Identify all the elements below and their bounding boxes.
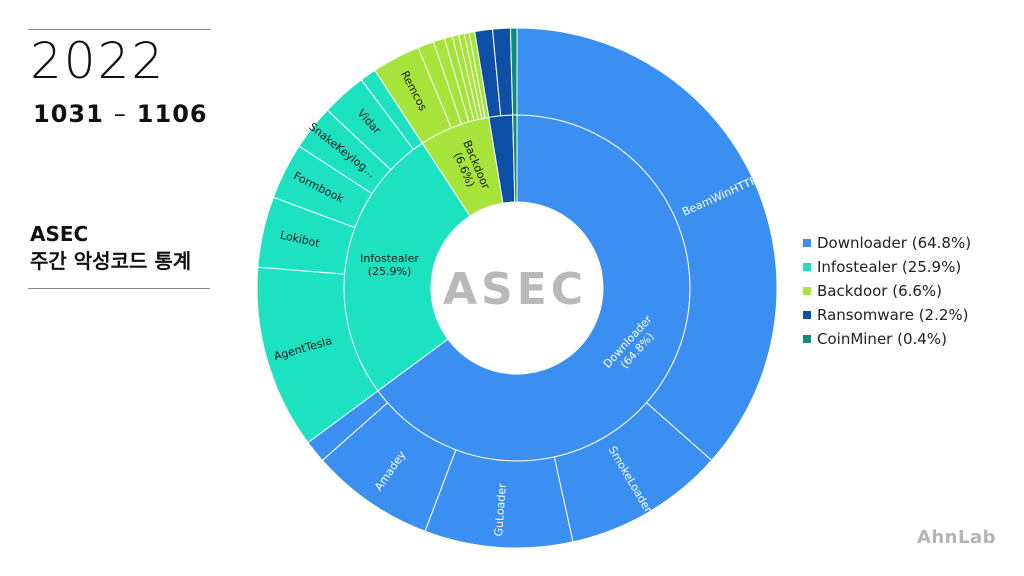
year-heading: 2022 bbox=[30, 32, 166, 90]
legend-label: Backdoor (6.6%) bbox=[817, 282, 943, 300]
inner-label-percent: (25.9%) bbox=[368, 265, 412, 278]
chart-center bbox=[432, 203, 602, 373]
legend-swatch bbox=[803, 335, 811, 343]
legend-swatch bbox=[803, 287, 811, 295]
legend-item-backdoor: Backdoor (6.6%) bbox=[803, 279, 971, 303]
asec-center-logo: ASEC bbox=[443, 264, 587, 315]
bottom-rule bbox=[28, 288, 210, 289]
inner-label-infostealer: Infostealer (25.9%) bbox=[360, 252, 419, 278]
chart-legend: Downloader (64.8%) Infostealer (25.9%) Bac… bbox=[803, 231, 971, 351]
legend-item-downloader: Downloader (64.8%) bbox=[803, 231, 971, 255]
legend-label: Downloader (64.8%) bbox=[817, 234, 972, 252]
outer-label-guloader: GuLoader bbox=[492, 482, 509, 536]
range-start: 1031 bbox=[33, 100, 104, 128]
legend-swatch bbox=[803, 311, 811, 319]
legend-item-coinminer: CoinMiner (0.4%) bbox=[803, 327, 971, 351]
inner-label-name: Infostealer bbox=[360, 252, 419, 265]
ahnlab-logo: AhnLab bbox=[916, 527, 996, 548]
top-rule bbox=[28, 29, 210, 30]
date-range: 1031–1106 bbox=[33, 102, 208, 126]
legend-swatch bbox=[803, 239, 811, 247]
legend-label: Ransomware (2.2%) bbox=[817, 306, 969, 324]
legend-label: Infostealer (25.9%) bbox=[817, 258, 962, 276]
legend-swatch bbox=[803, 263, 811, 271]
legend-label: CoinMiner (0.4%) bbox=[817, 330, 947, 348]
legend-item-ransomware: Ransomware (2.2%) bbox=[803, 303, 971, 327]
range-end: 1106 bbox=[136, 100, 208, 128]
legend-item-infostealer: Infostealer (25.9%) bbox=[803, 255, 971, 279]
report-title-line2: 주간 악성코드 통계 bbox=[30, 249, 192, 273]
outer-slice-coinminer-21 bbox=[509, 27, 518, 116]
range-separator: – bbox=[113, 100, 127, 128]
report-title-line1: ASEC bbox=[30, 222, 89, 246]
outer-slice-beamwinhttp bbox=[516, 27, 778, 462]
